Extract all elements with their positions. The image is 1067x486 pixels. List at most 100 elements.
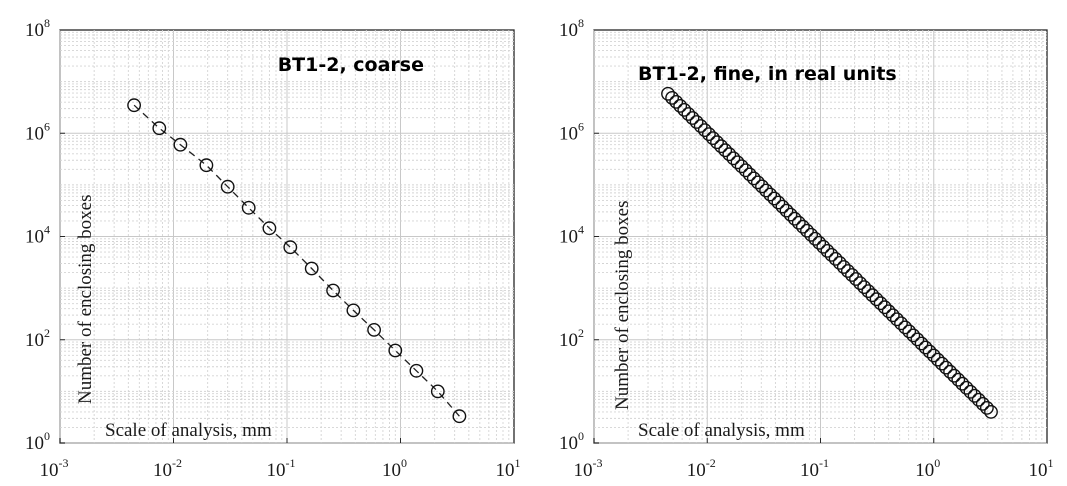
y-tick-label: 108 [25,16,50,41]
data-point [910,332,925,347]
data-point [816,239,831,254]
y-tick-label: 104 [559,223,584,248]
data-point [902,324,917,339]
data-point [881,304,896,319]
data-point [710,135,724,150]
data-point [861,284,876,298]
data-point [730,155,745,170]
y-tick-label: 100 [559,429,584,454]
data-point [971,392,986,407]
data-point [722,147,737,162]
x-tick-label: 101 [1029,456,1054,481]
y-axis-label: Number of enclosing boxes [75,195,96,404]
data-point [241,200,256,215]
data-point [841,264,855,278]
data-point [714,139,728,154]
chart-panel-coarse: 10-3 10-2 10-1 100 101 100 102 104 106 108 BT1-2,… [25,16,521,481]
data-point [914,336,929,351]
data-point [918,340,933,355]
x-tick-label: 10-1 [267,456,296,481]
data-point [967,388,982,403]
data-point [836,260,851,274]
y-tick-label: 102 [559,326,584,351]
data-point [930,352,945,367]
data-point [742,167,757,182]
data-point [746,171,761,186]
y-tick-label: 102 [25,326,50,351]
data-point [751,175,765,190]
data-point [779,203,794,218]
data-point [885,308,900,323]
data-point [199,158,214,173]
x-tick-label: 10-2 [153,456,182,481]
data-point [367,322,381,337]
data-point [173,137,188,152]
data-point [665,91,679,105]
data-point [346,303,361,318]
data-point [775,199,790,214]
data-point [849,272,863,286]
data-point [326,283,340,298]
y-tick-label: 106 [559,119,584,144]
data-point [800,223,814,238]
x-tick-label: 10-2 [687,456,716,481]
data-point [388,343,403,358]
data-point [984,404,998,419]
data-point [898,320,912,335]
data-point [947,368,962,383]
y-tick-label: 104 [25,223,50,248]
data-point [702,127,716,142]
data-point [877,300,892,315]
y-tick-label: 100 [25,429,50,454]
data-point [726,151,741,166]
data-point [734,159,749,174]
data-point [808,231,823,246]
data-point [939,360,953,375]
data-point [304,261,319,276]
data-point [820,243,835,258]
data-point [873,296,888,311]
data-point [951,372,966,387]
data-point [894,316,908,331]
data-point [771,195,786,210]
data-point [738,163,753,178]
data-point [955,376,970,391]
data-point [824,247,839,262]
data-point [693,119,708,133]
y-tick-label: 108 [559,16,584,41]
data-point [832,255,847,270]
x-axis-label: Scale of analysis, mm [638,420,805,441]
data-point [755,179,769,194]
data-point [963,384,978,399]
data-point [943,364,957,379]
data-point [262,221,277,236]
data-point [283,240,298,255]
chart-panel-fine: 10-3 10-2 10-1 100 101 100 102 104 106 108 BT1-2,… [559,16,1054,481]
data-point [767,191,782,206]
y-axis-label: Number of enclosing boxes [612,201,633,410]
data-point [127,98,142,113]
data-point [759,183,773,198]
data-point [865,288,880,303]
data-point [890,312,904,327]
data-point [689,115,704,129]
data-point [812,235,827,250]
data-point [869,292,884,307]
data-point [796,219,810,234]
data-point [669,95,684,109]
data-point [681,107,696,121]
data-point [935,356,949,371]
data-point [804,227,818,242]
data-point [677,103,692,117]
data-point [697,123,712,138]
data-point [685,111,700,125]
data-point [673,99,688,113]
x-axis-label: Scale of analysis, mm [105,420,272,441]
data-point [959,380,974,395]
data-point [922,344,937,359]
data-point [791,215,806,230]
data-point [828,251,843,266]
data-point [783,207,798,222]
data-point [152,121,167,136]
x-tick-label: 100 [915,456,940,481]
